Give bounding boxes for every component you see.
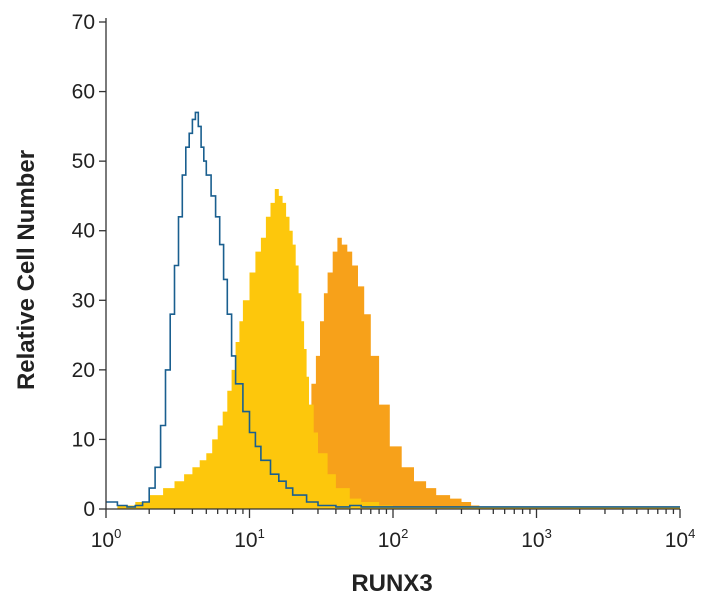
series-layer [106,111,680,509]
y-tick-label: 70 [72,11,95,34]
y-tick-label: 20 [72,359,95,382]
axes-layer: 0 10 20 30 40 50 60 70 100 101 102 103 104 [72,11,696,552]
x-axis-title: RUNX3 [351,570,432,597]
x-tick-label: 101 [234,526,265,552]
y-axis-title: Relative Cell Number [13,150,40,390]
y-tick-label: 30 [72,289,95,312]
y-tick-label: 40 [72,220,95,243]
x-tick-label: 102 [378,526,409,552]
y-tick-label: 10 [72,428,95,451]
x-tick-label: 104 [665,526,696,552]
y-tick-label: 60 [72,81,95,104]
y-tick-label: 50 [72,150,95,173]
x-tick-label: 103 [521,526,552,552]
histogram-series-1 [106,237,680,509]
histogram-series-3-outline [106,111,680,508]
x-tick-label: 100 [91,526,122,552]
y-tick-label: 0 [83,498,95,521]
